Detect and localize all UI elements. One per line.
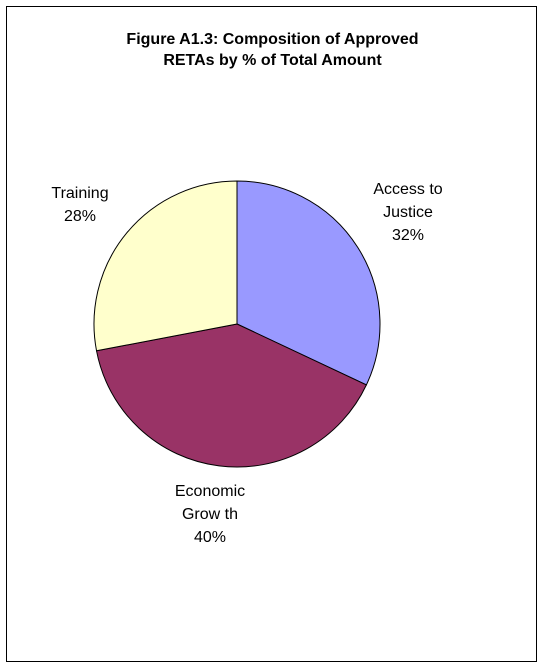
slice-label-training: Training 28% [30,182,130,228]
pie-slice-economic-growth [95,323,368,468]
slice-label-access-to-justice: Access to Justice 32% [348,178,468,247]
slice-label-access-to-justice-line-2: Justice [383,204,433,221]
slice-label-economic-growth-line-2: Grow th [181,506,238,523]
slice-label-economic-growth-line-1: Economic [174,483,246,500]
slice-label-access-to-justice-line-1: Access to [373,181,443,198]
slice-value-training: 28% [63,208,97,225]
slice-label-economic-growth: Economic Grow th 40% [150,480,270,549]
pie-slice-training [93,180,238,352]
slice-value-economic-growth: 40% [193,529,227,546]
slice-label-training-line-1: Training [51,185,109,202]
chart-title-line-1: Figure A1.3: Composition of Approved [126,31,419,48]
slice-value-access-to-justice: 32% [391,227,425,244]
pie-slice-access-to-justice [236,180,381,386]
chart-title-line-2: RETAs by % of Total Amount [163,52,382,69]
